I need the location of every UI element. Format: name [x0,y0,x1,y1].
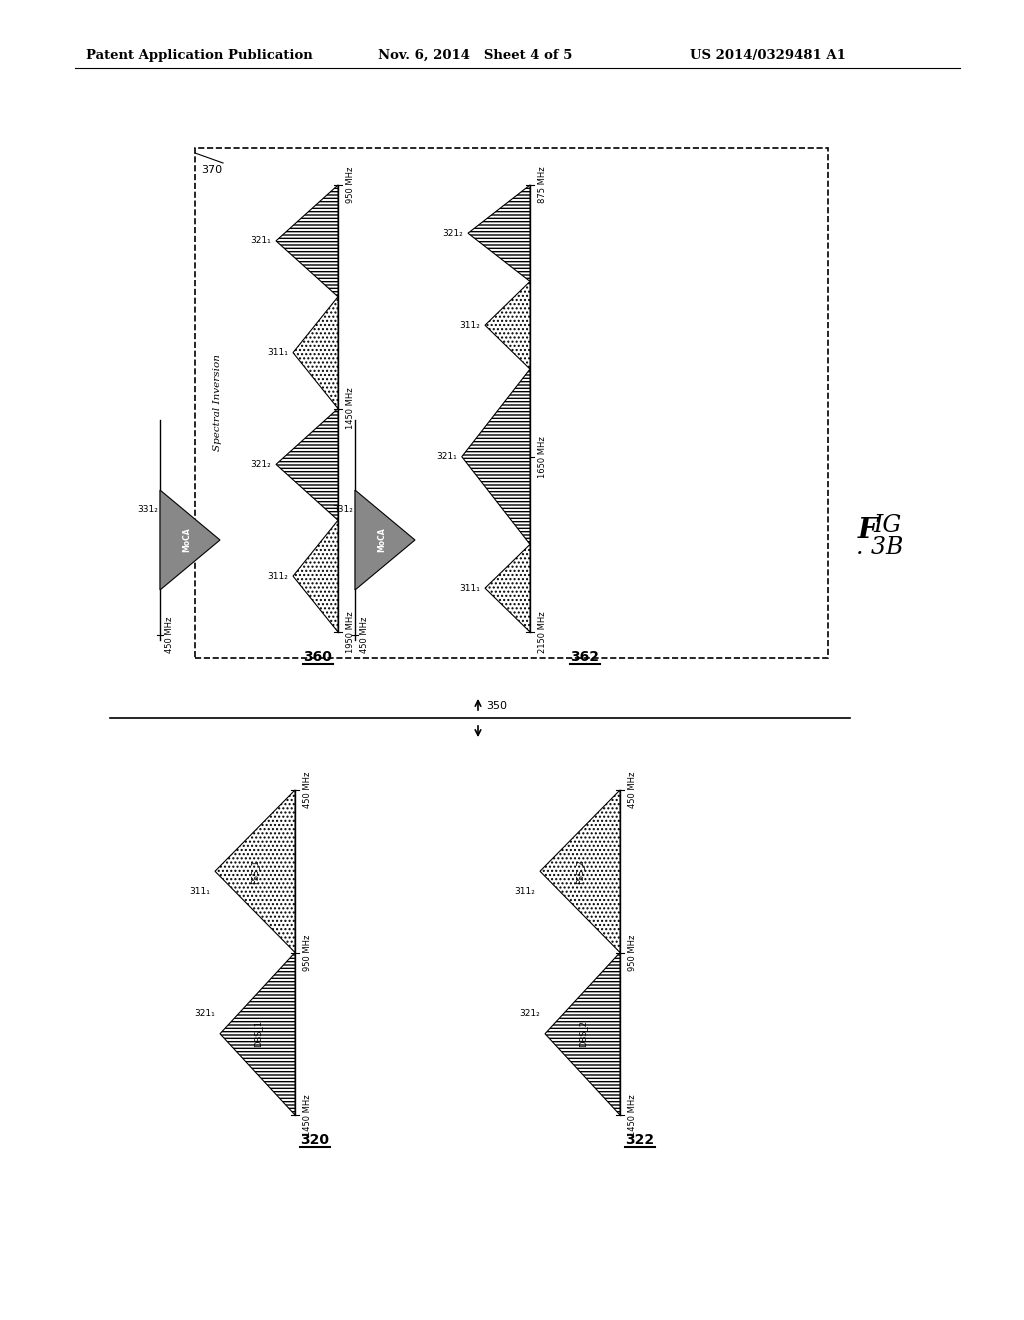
Text: 331₂: 331₂ [137,506,159,515]
Text: 950 MHz: 950 MHz [346,166,355,203]
Text: 311₂: 311₂ [514,887,535,896]
Text: 331₂: 331₂ [333,506,353,515]
Polygon shape [293,520,338,632]
Text: 1650 MHz: 1650 MHz [538,436,547,478]
Polygon shape [468,185,530,281]
Polygon shape [545,953,620,1115]
Text: 2150 MHz: 2150 MHz [538,611,547,653]
Text: 450 MHz: 450 MHz [303,772,312,808]
Text: 311₁: 311₁ [459,583,480,593]
Text: 320: 320 [300,1133,330,1147]
Text: IG: IG [873,515,901,537]
Text: 362: 362 [570,649,599,664]
Polygon shape [485,544,530,632]
Text: 321₂: 321₂ [250,459,271,469]
Text: US 2014/0329481 A1: US 2014/0329481 A1 [690,49,846,62]
Text: MoCA: MoCA [378,528,386,552]
Text: FSS_1: FSS_1 [251,859,259,883]
Text: 321₁: 321₁ [250,236,271,246]
Text: 450 MHz: 450 MHz [165,616,174,653]
Text: 321₂: 321₂ [519,1010,540,1018]
Bar [195,148,828,657]
Text: 311₂: 311₂ [459,321,480,330]
Text: DBS_1: DBS_1 [253,1020,262,1047]
Text: 322: 322 [626,1133,654,1147]
Text: F: F [858,516,878,544]
Text: 370: 370 [201,165,222,176]
Text: 311₁: 311₁ [267,348,288,358]
Text: FSS_2: FSS_2 [575,859,585,883]
Polygon shape [215,789,295,953]
Polygon shape [220,953,295,1115]
Text: 350: 350 [486,701,507,711]
Text: Patent Application Publication: Patent Application Publication [86,49,312,62]
Text: 950 MHz: 950 MHz [303,935,312,970]
Polygon shape [293,297,338,408]
Text: 321₂: 321₂ [442,228,463,238]
Text: DBS_2: DBS_2 [578,1020,587,1047]
Polygon shape [355,490,415,590]
Text: 1450 MHz: 1450 MHz [628,1094,637,1135]
Text: 1950 MHz: 1950 MHz [346,611,355,653]
Text: 450 MHz: 450 MHz [360,616,369,653]
Text: Spectral Inversion: Spectral Inversion [213,355,221,451]
Text: 875 MHz: 875 MHz [538,166,547,203]
Text: 321₁: 321₁ [195,1010,215,1018]
Text: 311₂: 311₂ [267,572,288,581]
Text: MoCA: MoCA [182,528,191,552]
Text: 950 MHz: 950 MHz [628,935,637,970]
Polygon shape [540,789,620,953]
Polygon shape [160,490,220,590]
Text: 450 MHz: 450 MHz [628,772,637,808]
Text: 1450 MHz: 1450 MHz [303,1094,312,1135]
Text: 1450 MHz: 1450 MHz [346,388,355,429]
Text: . 3B: . 3B [856,536,903,560]
Text: Nov. 6, 2014   Sheet 4 of 5: Nov. 6, 2014 Sheet 4 of 5 [378,49,572,62]
Text: 360: 360 [303,649,333,664]
Polygon shape [462,370,530,544]
Polygon shape [485,281,530,370]
Polygon shape [276,185,338,297]
Text: 311₁: 311₁ [189,887,210,896]
Text: 321₁: 321₁ [436,453,457,461]
Polygon shape [276,408,338,520]
